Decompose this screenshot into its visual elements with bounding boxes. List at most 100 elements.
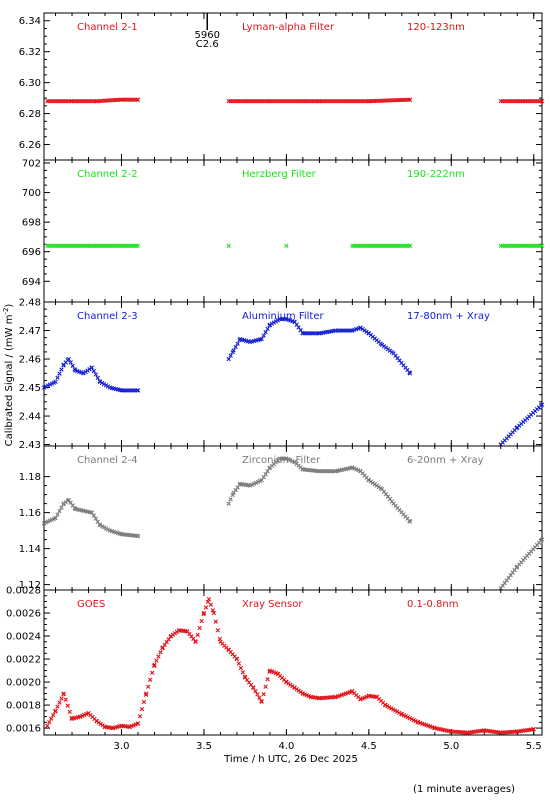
- data-point: [193, 639, 198, 644]
- data-point: [284, 243, 289, 248]
- data-point: [228, 353, 233, 358]
- y-tick-label: 0.0020: [6, 678, 41, 689]
- data-point: [59, 696, 64, 701]
- panel-label: Herzberg Filter: [242, 169, 317, 180]
- data-point: [211, 610, 217, 616]
- data-point: [149, 670, 155, 676]
- data-point: [257, 695, 262, 700]
- data-point: [95, 375, 100, 381]
- panel-label: Channel 2-1: [77, 22, 138, 33]
- y-tick-label: 1.12: [19, 580, 41, 591]
- data-point: [195, 632, 200, 638]
- panel-channel-2-4: 1.12 1.14 1.16 1.18 Channel 2-4 Zirconium Fil…: [19, 445, 545, 591]
- data-point: [93, 516, 98, 521]
- data-point: [45, 723, 50, 728]
- data-point: [93, 372, 98, 377]
- data-point: [259, 478, 264, 483]
- panel-label: Zirconium Filter: [242, 455, 321, 466]
- series-channel-2-2: [45, 243, 545, 248]
- y-tick-label: 696: [22, 247, 41, 258]
- event-marker-label: 5960: [195, 30, 220, 41]
- series-channel-2-3: [41, 316, 545, 447]
- data-point: [238, 665, 244, 671]
- y-tick-label: 0.0026: [6, 609, 41, 620]
- data-point: [208, 602, 214, 607]
- data-point: [154, 658, 159, 663]
- panel-label: GOES: [77, 599, 105, 610]
- data-point: [57, 700, 62, 705]
- y-tick-label: 6.32: [19, 47, 41, 58]
- data-point: [407, 97, 413, 102]
- data-point: [151, 663, 157, 669]
- data-point: [203, 605, 209, 610]
- y-tick-label: 0.0016: [6, 724, 41, 735]
- y-tick-label: 0.0024: [6, 632, 41, 643]
- panel-label: 120-123nm: [407, 22, 465, 33]
- y-tick-label: 0.0028: [6, 586, 41, 597]
- y-tick-label: 6.34: [19, 16, 41, 27]
- x-tick-label: 4.5: [361, 741, 377, 752]
- data-point: [135, 243, 141, 248]
- data-point: [65, 703, 70, 708]
- data-point: [162, 642, 167, 647]
- y-tick-label: 2.43: [19, 440, 41, 451]
- data-point: [61, 691, 66, 696]
- data-point: [160, 645, 165, 650]
- data-point: [141, 699, 147, 705]
- data-point: [89, 510, 95, 515]
- x-tick-label: 5.0: [443, 741, 459, 752]
- panel-label: Aluminium Filter: [242, 311, 325, 322]
- y-tick-label: 0.0022: [6, 655, 41, 666]
- data-point: [197, 625, 202, 631]
- data-point: [53, 708, 58, 714]
- event-marker-label: C2.6: [196, 39, 219, 50]
- data-point: [59, 505, 64, 510]
- data-point: [233, 344, 238, 350]
- data-point: [265, 677, 270, 682]
- data-point: [531, 727, 536, 732]
- panel-label: Channel 2-3: [77, 311, 138, 322]
- data-point: [166, 637, 171, 642]
- data-point: [146, 684, 151, 689]
- data-point: [235, 341, 240, 346]
- y-tick-label: 2.44: [19, 412, 41, 423]
- y-tick-label: 698: [22, 218, 41, 229]
- data-point: [261, 691, 266, 697]
- y-tick-label: 0.0018: [6, 701, 41, 712]
- y-tick-label: 6.30: [19, 78, 41, 89]
- data-point: [210, 608, 216, 613]
- data-point: [539, 537, 545, 542]
- y-tick-label: 2.45: [19, 383, 41, 394]
- panel-frame: [43, 445, 543, 591]
- data-point: [55, 704, 60, 709]
- x-tick-label: 3.0: [114, 741, 130, 752]
- data-point: [55, 512, 60, 517]
- panel-label: 6-20nm + Xray: [407, 455, 484, 466]
- panel-label: 17-80nm + Xray: [407, 311, 490, 322]
- panel-frame: [43, 589, 543, 736]
- y-tick-label: 702: [22, 158, 41, 169]
- panel-label: Lyman-alpha Filter: [242, 22, 335, 33]
- data-point: [148, 677, 153, 682]
- panel-frame: [43, 12, 543, 161]
- data-point: [49, 716, 54, 721]
- y-tick-label: 700: [22, 188, 41, 199]
- data-point: [199, 618, 204, 624]
- data-point: [255, 692, 260, 697]
- y-tick-label: 6.28: [19, 109, 41, 120]
- y-tick-label: 2.47: [19, 326, 41, 337]
- data-point: [234, 656, 240, 662]
- data-point: [135, 533, 141, 539]
- series-channel-2-4: [41, 456, 545, 591]
- data-point: [67, 709, 72, 714]
- data-point: [51, 712, 56, 718]
- y-axis-label: Calibrated Signal / (mW m-2): [2, 304, 15, 447]
- data-point: [228, 497, 233, 502]
- data-point: [66, 356, 71, 362]
- data-point: [135, 721, 141, 726]
- x-tick-label: 3.5: [196, 741, 212, 752]
- data-point: [135, 388, 141, 393]
- data-point: [407, 243, 413, 248]
- data-point: [263, 471, 268, 477]
